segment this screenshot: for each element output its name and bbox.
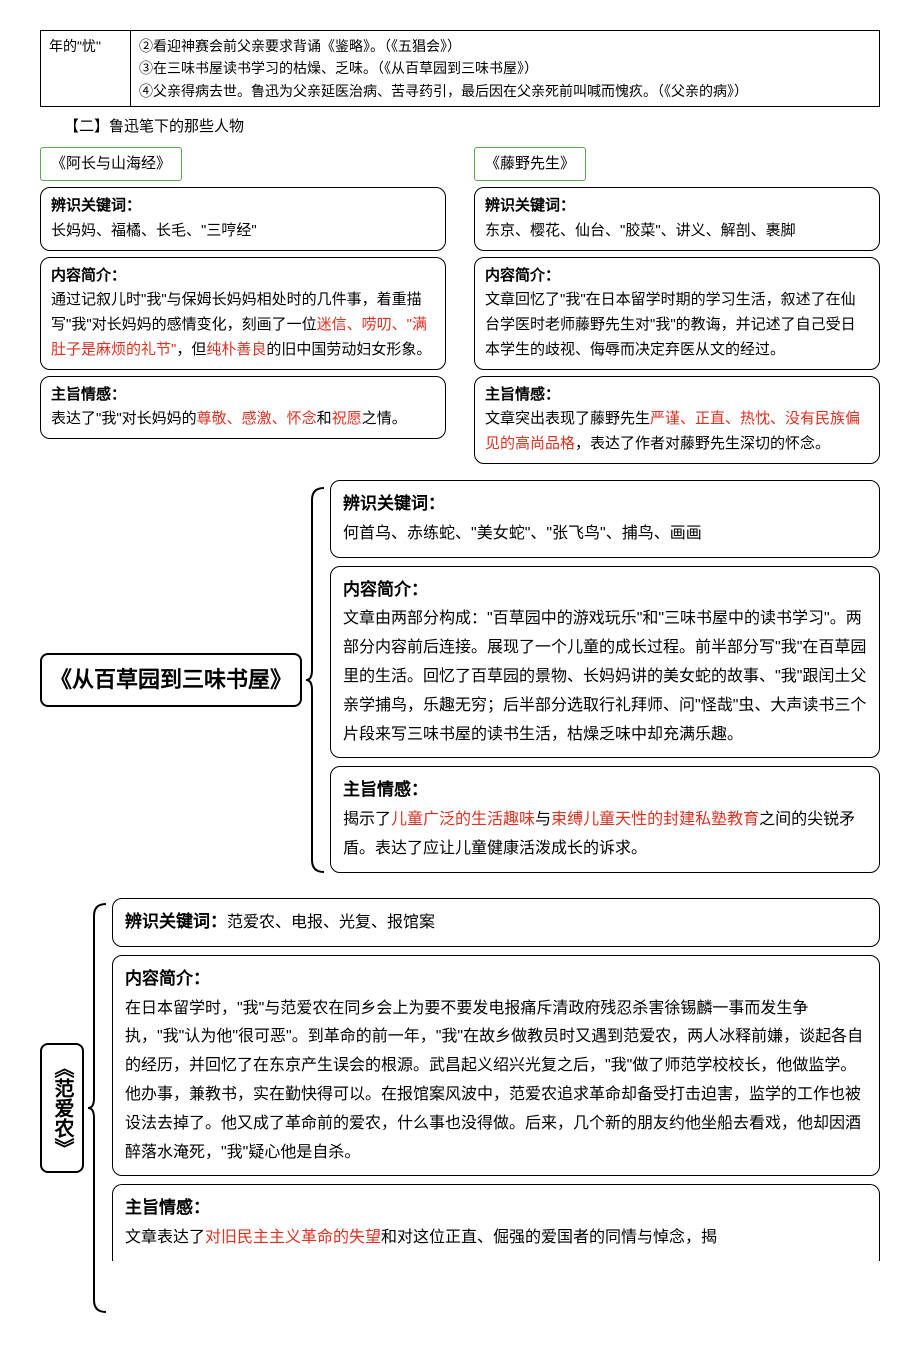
two-column-section: 《阿长与山海经》 辨识关键词： 长妈妈、福橘、长毛、"三哼经" 内容简介： 通过…: [40, 147, 880, 464]
d2-sum-text: 在日本留学时，"我"与范爱农在同乡会上为要不要发电报痛斥清政府残忍杀害徐锡麟一事…: [125, 1000, 863, 1161]
th2-post: ，表达了作者对藤野先生深切的怀念。: [575, 435, 830, 452]
th2-label: 主旨情感：: [485, 386, 560, 403]
th-baicaoyuan: 主旨情感： 揭示了儿童广泛的生活趣味与束缚儿童天性的封建私塾教育之间的尖锐矛盾。…: [330, 766, 880, 872]
title-fujino: 《藤野先生》: [474, 147, 586, 181]
brace-icon-2: [84, 898, 112, 1318]
title-fanainong: 《范爱农》: [40, 1043, 84, 1173]
col-fujino: 《藤野先生》 辨识关键词： 东京、樱花、仙台、"胶菜"、讲义、解剖、裹脚 内容简…: [474, 147, 880, 464]
sum-label: 内容简介：: [51, 267, 126, 284]
d2-kw-label: 辨识关键词：: [125, 912, 227, 931]
d1-sum-label: 内容简介：: [343, 580, 428, 599]
th2-pre: 文章突出表现了藤野先生: [485, 410, 650, 427]
diagram-fanainong: 《范爱农》 辨识关键词：范爱农、电报、光复、报馆案 内容简介： 在日本留学时，"…: [40, 898, 880, 1318]
top-right-cell: ②看迎神赛会前父亲要求背诵《鉴略》。（《五猖会》） ③在三味书屋读书学习的枯燥、…: [131, 31, 880, 107]
sum-post: 的旧中国劳动妇女形象。: [266, 341, 431, 358]
title-baicaoyuan: 《从百草园到三味书屋》: [40, 653, 302, 708]
th-hl2: 祝愿: [332, 410, 362, 427]
th-pre: 表达了"我"对长妈妈的: [51, 410, 197, 427]
th-post: 之情。: [362, 410, 407, 427]
d1-th-label: 主旨情感：: [343, 780, 428, 799]
theme-fujino: 主旨情感： 文章突出表现了藤野先生严谨、正直、热忱、没有民族偏见的高尚品格，表达…: [474, 376, 880, 464]
d1-kw-text: 何首乌、赤练蛇、"美女蛇"、"张飞鸟"、捕鸟、画画: [343, 525, 702, 542]
d2-th-label: 主旨情感：: [125, 1198, 210, 1217]
d2-kw-text: 范爱农、电报、光复、报馆案: [227, 914, 435, 931]
d1-sum-text: 文章由两部分构成："百草园中的游戏玩乐"和"三味书屋中的读书学习"。两部分内容前…: [343, 610, 866, 742]
sum-fanainong: 内容简介： 在日本留学时，"我"与范爱农在同乡会上为要不要发电报痛斥清政府残忍杀…: [112, 955, 880, 1177]
keywords-fujino: 辨识关键词： 东京、樱花、仙台、"胶菜"、讲义、解剖、裹脚: [474, 187, 880, 251]
kw-text: 长妈妈、福橘、长毛、"三哼经": [51, 222, 257, 239]
d1-th-hl1: 儿童广泛的生活趣味: [391, 811, 535, 828]
title-achang: 《阿长与山海经》: [40, 147, 182, 181]
sum2-label: 内容简介：: [485, 267, 560, 284]
d1-th-mid: 与: [535, 811, 551, 828]
kw2-text: 东京、樱花、仙台、"胶菜"、讲义、解剖、裹脚: [485, 222, 796, 239]
summary-fujino: 内容简介： 文章回忆了"我"在日本留学时期的学习生活，叙述了在仙台学医时老师藤野…: [474, 257, 880, 370]
top-row-2: ②看迎神赛会前父亲要求背诵《鉴略》。（《五猖会》）: [139, 35, 871, 57]
keywords-achang: 辨识关键词： 长妈妈、福橘、长毛、"三哼经": [40, 187, 446, 251]
kw2-label: 辨识关键词：: [485, 197, 575, 214]
d1-th-hl2: 束缚儿童天性的封建私塾教育: [551, 811, 759, 828]
section-header: 【二】鲁迅笔下的那些人物: [40, 115, 880, 139]
d2-sum-label: 内容简介：: [125, 969, 210, 988]
top-left-cell: 年的"忧": [41, 31, 131, 107]
top-table: 年的"忧" ②看迎神赛会前父亲要求背诵《鉴略》。（《五猖会》） ③在三味书屋读书…: [40, 30, 880, 107]
d2-th-post: 和对这位正直、倔强的爱国者的同情与悼念，揭: [381, 1229, 717, 1246]
top-row-3: ③在三味书屋读书学习的枯燥、乏味。（《从百草园到三味书屋》）: [139, 57, 871, 79]
kw-baicaoyuan: 辨识关键词： 何首乌、赤练蛇、"美女蛇"、"张飞鸟"、捕鸟、画画: [330, 480, 880, 558]
col-achang: 《阿长与山海经》 辨识关键词： 长妈妈、福橘、长毛、"三哼经" 内容简介： 通过…: [40, 147, 446, 464]
sum2-text: 文章回忆了"我"在日本留学时期的学习生活，叙述了在仙台学医时老师藤野先生对"我"…: [485, 291, 856, 358]
d2-th-hl1: 对旧民主主义革命的失望: [205, 1229, 381, 1246]
diagram-baicaoyuan: 《从百草园到三味书屋》 辨识关键词： 何首乌、赤练蛇、"美女蛇"、"张飞鸟"、捕…: [40, 480, 880, 880]
d2-th-pre: 文章表达了: [125, 1229, 205, 1246]
sum-mid: ，但: [176, 341, 206, 358]
th-mid: 和: [317, 410, 332, 427]
summary-achang: 内容简介： 通过记叙儿时"我"与保姆长妈妈相处时的几件事，着重描写"我"对长妈妈…: [40, 257, 446, 370]
d1-th-pre: 揭示了: [343, 811, 391, 828]
th-hl1: 尊敬、感激、怀念: [197, 410, 317, 427]
brace-icon: [302, 480, 330, 880]
theme-achang: 主旨情感： 表达了"我"对长妈妈的尊敬、感激、怀念和祝愿之情。: [40, 376, 446, 440]
kw-label: 辨识关键词：: [51, 197, 141, 214]
sum-baicaoyuan: 内容简介： 文章由两部分构成："百草园中的游戏玩乐"和"三味书屋中的读书学习"。…: [330, 566, 880, 759]
sum-hl2: 纯朴善良: [206, 341, 266, 358]
d1-kw-label: 辨识关键词：: [343, 494, 445, 513]
top-row-4: ④父亲得病去世。鲁迅为父亲延医治病、苦寻药引，最后因在父亲死前叫喊而愧疚。（《父…: [139, 80, 871, 102]
kw-fanainong: 辨识关键词：范爱农、电报、光复、报馆案: [112, 898, 880, 947]
th-label: 主旨情感：: [51, 386, 126, 403]
th-fanainong: 主旨情感： 文章表达了对旧民主主义革命的失望和对这位正直、倔强的爱国者的同情与悼…: [112, 1184, 880, 1261]
